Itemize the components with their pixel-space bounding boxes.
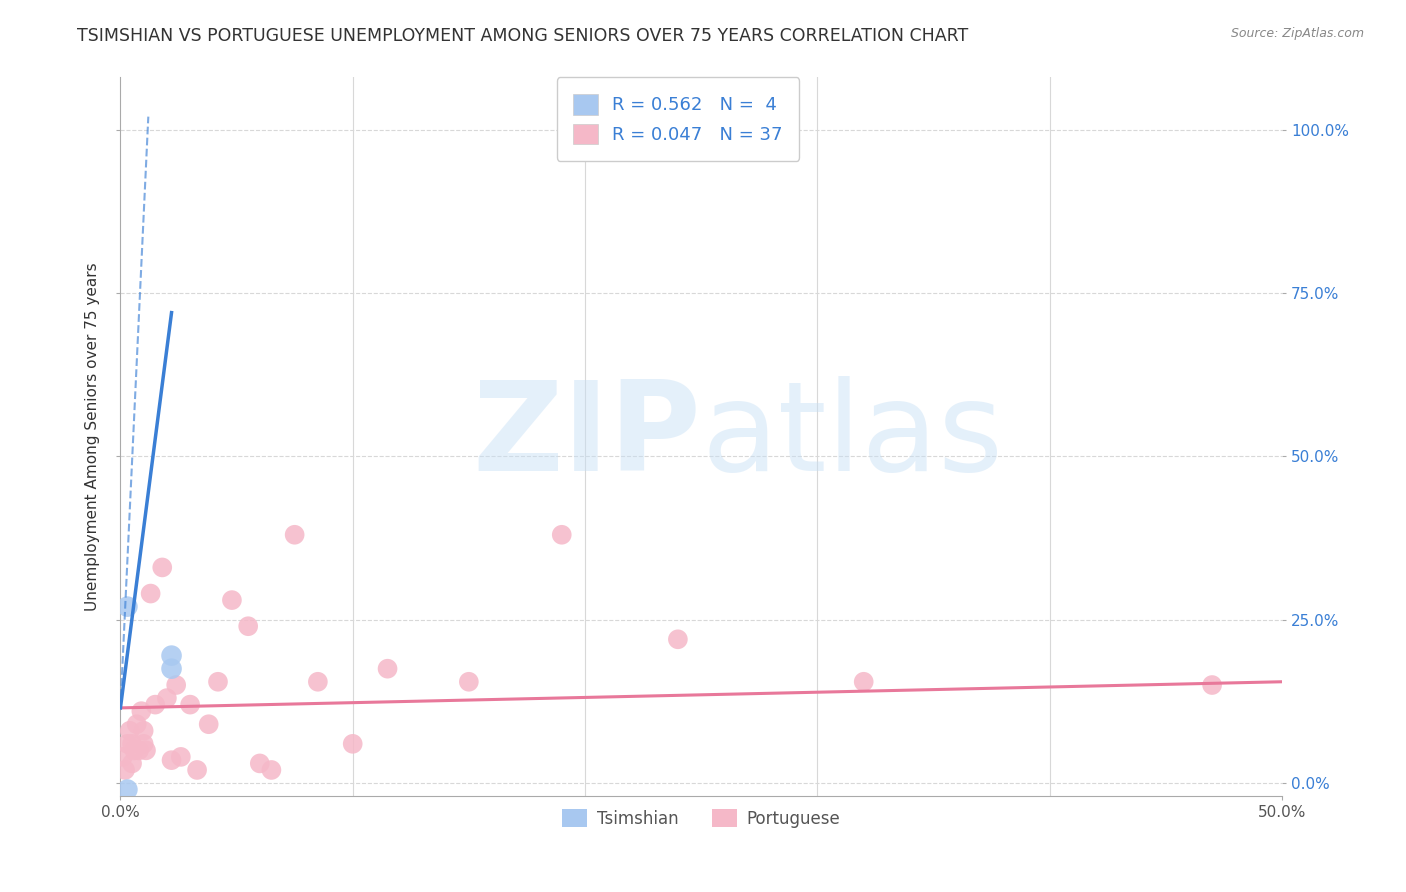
Text: ZIP: ZIP	[472, 376, 702, 497]
Point	[160, 648, 183, 663]
Point	[118, 723, 141, 738]
Point	[128, 743, 150, 757]
Point	[221, 593, 243, 607]
Point	[238, 619, 260, 633]
Point	[125, 717, 148, 731]
Point	[132, 737, 155, 751]
Point	[852, 674, 875, 689]
Y-axis label: Unemployment Among Seniors over 75 years: Unemployment Among Seniors over 75 years	[86, 262, 100, 611]
Point	[143, 698, 166, 712]
Point	[207, 674, 229, 689]
Legend: Tsimshian, Portuguese: Tsimshian, Portuguese	[555, 803, 848, 835]
Point	[156, 691, 179, 706]
Point	[132, 723, 155, 738]
Text: Source: ZipAtlas.com: Source: ZipAtlas.com	[1230, 27, 1364, 40]
Point	[342, 737, 364, 751]
Point	[160, 753, 183, 767]
Point	[551, 528, 574, 542]
Point	[114, 763, 136, 777]
Text: TSIMSHIAN VS PORTUGUESE UNEMPLOYMENT AMONG SENIORS OVER 75 YEARS CORRELATION CHA: TSIMSHIAN VS PORTUGUESE UNEMPLOYMENT AMO…	[77, 27, 969, 45]
Point	[124, 743, 146, 757]
Point	[249, 756, 271, 771]
Point	[260, 763, 283, 777]
Point	[186, 763, 208, 777]
Point	[135, 743, 157, 757]
Point	[111, 750, 134, 764]
Point	[1201, 678, 1223, 692]
Point	[666, 632, 689, 647]
Point	[179, 698, 201, 712]
Point	[117, 599, 139, 614]
Point	[377, 662, 399, 676]
Point	[121, 737, 143, 751]
Point	[307, 674, 329, 689]
Point	[150, 560, 173, 574]
Point	[117, 782, 139, 797]
Text: atlas: atlas	[702, 376, 1004, 497]
Point	[197, 717, 219, 731]
Point	[170, 750, 193, 764]
Point	[284, 528, 307, 542]
Point	[117, 737, 139, 751]
Point	[131, 704, 153, 718]
Point	[457, 674, 479, 689]
Point	[139, 586, 162, 600]
Point	[165, 678, 187, 692]
Point	[121, 756, 143, 771]
Point	[160, 662, 183, 676]
